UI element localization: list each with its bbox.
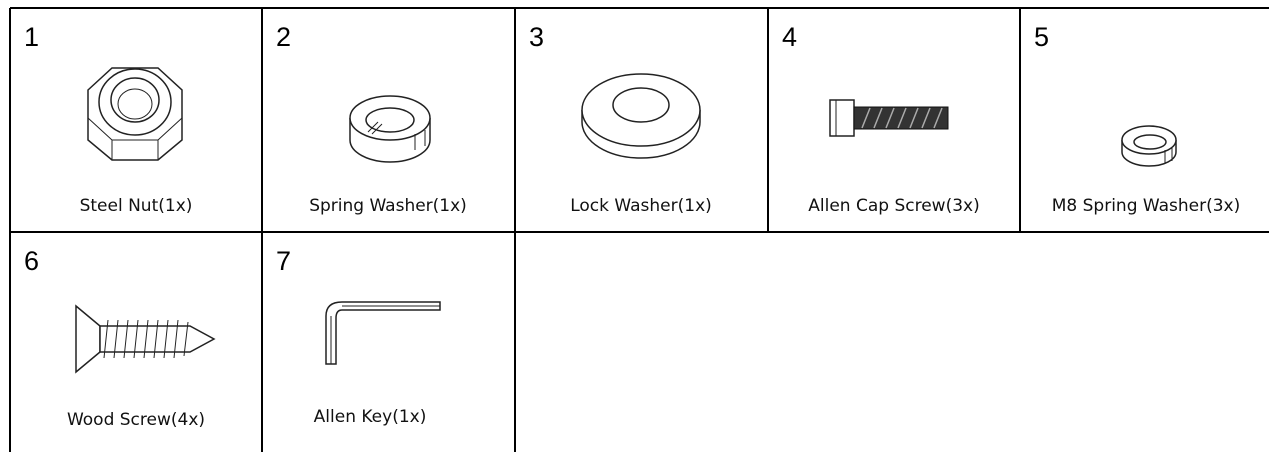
cap-screw-icon <box>829 99 949 137</box>
m8-washer-icon <box>1121 125 1177 167</box>
part-number: 6 <box>24 246 39 276</box>
part-label: Wood Screw(4x) <box>67 410 205 430</box>
part-number: 2 <box>276 22 291 52</box>
part-number: 7 <box>276 246 291 276</box>
part-label: Allen Key(1x) <box>314 407 427 427</box>
part-label: M8 Spring Washer(3x) <box>1052 196 1241 216</box>
part-number: 4 <box>782 22 797 52</box>
lock-washer-icon <box>581 73 701 159</box>
allen-key-icon <box>325 301 441 365</box>
part-label: Spring Washer(1x) <box>309 196 467 216</box>
nut-icon <box>87 67 183 161</box>
part-label: Lock Washer(1x) <box>570 196 712 216</box>
spring-washer-icon <box>349 95 431 163</box>
grid <box>9 7 1269 452</box>
part-label: Steel Nut(1x) <box>80 196 193 216</box>
part-number: 1 <box>24 22 39 52</box>
wood-screw-icon <box>75 304 216 374</box>
part-number: 3 <box>529 22 544 52</box>
part-number: 5 <box>1034 22 1049 52</box>
part-label: Allen Cap Screw(3x) <box>808 196 979 216</box>
